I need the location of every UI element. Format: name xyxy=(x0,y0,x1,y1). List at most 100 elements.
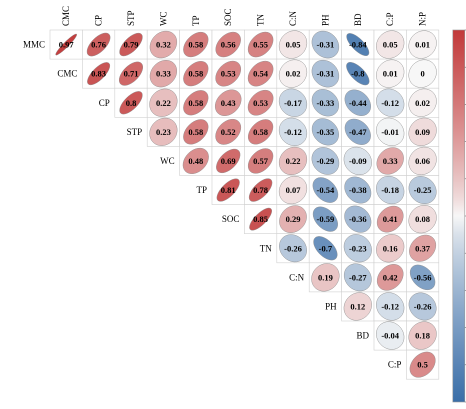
matrix-cell: 0.58 xyxy=(179,29,213,60)
matrix-cell: 0.12 xyxy=(341,291,375,322)
row-label: TN xyxy=(260,243,272,253)
correlation-value: 0.83 xyxy=(91,69,106,79)
correlation-value: 0.23 xyxy=(156,127,171,137)
correlation-value: 0.5 xyxy=(417,360,428,370)
correlation-value: 0.09 xyxy=(415,127,430,137)
matrix-cell: 0.02 xyxy=(406,87,440,118)
matrix-cell: 0.97 xyxy=(49,29,83,60)
column-label: CMC xyxy=(61,6,71,26)
correlation-ellipse xyxy=(183,31,209,58)
correlation-value: -0.23 xyxy=(349,243,367,253)
correlation-value: -0.17 xyxy=(284,98,302,108)
correlation-value: -0.38 xyxy=(349,185,367,195)
matrix-cell: 0.83 xyxy=(82,58,116,89)
correlation-ellipse xyxy=(343,292,372,321)
correlation-value: 0.58 xyxy=(188,69,203,79)
correlation-ellipse xyxy=(149,88,178,117)
matrix-cell: -0.09 xyxy=(341,146,375,176)
correlation-value: 0.54 xyxy=(253,69,269,79)
correlation-value: -0.18 xyxy=(381,185,399,195)
matrix-cell: 0 xyxy=(406,58,440,89)
correlation-value: -0.12 xyxy=(284,127,302,137)
matrix-cell: 0.58 xyxy=(179,58,213,89)
matrix-cell: 0.08 xyxy=(406,204,440,235)
correlation-value: 0.76 xyxy=(91,40,106,50)
correlation-value: -0.29 xyxy=(317,156,335,166)
correlation-ellipse xyxy=(247,60,274,87)
correlation-value: 0.02 xyxy=(286,69,301,79)
correlation-value: 0.52 xyxy=(221,127,236,137)
column-label: STP xyxy=(126,10,136,26)
matrix-cell: -0.8 xyxy=(341,58,375,89)
matrix-cell: -0.59 xyxy=(308,204,342,235)
correlation-ellipse xyxy=(183,119,209,145)
colorbar: 10.80.60.40.20-0.2-0.4-0.6-0.8-1 xyxy=(452,29,466,403)
correlation-ellipse xyxy=(87,62,111,86)
correlation-value: 0.69 xyxy=(221,156,236,166)
correlation-value: -0.25 xyxy=(414,185,432,195)
correlation-ellipse xyxy=(215,31,241,58)
correlation-value: 0.33 xyxy=(383,156,398,166)
row-label: MMC xyxy=(23,40,45,50)
correlation-ellipse xyxy=(279,205,307,233)
correlation-ellipse xyxy=(376,59,405,88)
correlation-ellipse xyxy=(312,206,338,232)
column-label: SOC xyxy=(223,8,233,26)
matrix-cell: 0.48 xyxy=(179,146,213,176)
correlation-value: 0.12 xyxy=(350,301,365,311)
correlation-value: -0.04 xyxy=(381,331,399,341)
correlation-value: 0.78 xyxy=(253,185,268,195)
matrix-cell: 0.56 xyxy=(211,29,245,60)
correlation-ellipse xyxy=(278,117,308,146)
correlation-ellipse xyxy=(376,321,405,350)
matrix-cell: 0.42 xyxy=(373,262,407,293)
correlation-ellipse xyxy=(376,234,405,263)
correlation-value: 0.57 xyxy=(253,156,269,166)
matrix-cell: -0.12 xyxy=(373,87,407,118)
matrix-cell: 0.41 xyxy=(373,204,407,235)
correlation-ellipse xyxy=(216,178,240,202)
correlation-ellipse xyxy=(376,292,405,321)
correlation-ellipse xyxy=(149,30,178,59)
correlation-ellipse xyxy=(409,234,437,262)
correlation-ellipse xyxy=(344,89,371,116)
matrix-cell: 0.78 xyxy=(244,175,278,205)
matrix-cell: 0.69 xyxy=(211,146,245,176)
matrix-cell: -0.26 xyxy=(406,291,440,322)
correlation-ellipse xyxy=(343,146,372,176)
matrix-cell: 0.71 xyxy=(114,58,148,89)
correlation-ellipse xyxy=(408,59,437,88)
correlation-value: -0.7 xyxy=(319,243,333,253)
correlation-ellipse xyxy=(346,33,370,56)
correlation-ellipse xyxy=(376,264,404,291)
matrix-cell: 0.01 xyxy=(373,58,407,89)
correlation-value: 0.56 xyxy=(221,40,236,50)
row-label: WC xyxy=(160,156,175,166)
matrix-cell: 0.09 xyxy=(406,117,440,147)
matrix-cell: -0.36 xyxy=(341,204,375,235)
correlation-ellipse xyxy=(214,89,242,116)
correlation-ellipse xyxy=(86,32,111,57)
matrix-cell: 0.23 xyxy=(146,117,180,147)
matrix-cell: 0.18 xyxy=(406,320,440,351)
correlation-value: -0.35 xyxy=(317,127,335,137)
correlation-ellipse xyxy=(55,33,77,56)
correlation-value: -0.36 xyxy=(349,214,367,224)
matrix-cell: -0.01 xyxy=(373,117,407,147)
correlation-value: 0.41 xyxy=(383,214,398,224)
row-label: PH xyxy=(325,301,337,311)
column-label: BD xyxy=(353,13,363,26)
correlation-ellipse xyxy=(344,176,372,204)
matrix-cell: -0.31 xyxy=(308,58,342,89)
row-label: CMC xyxy=(57,69,77,79)
correlation-ellipse xyxy=(149,117,178,146)
correlation-value: 0.08 xyxy=(415,214,430,224)
correlation-ellipse xyxy=(149,60,178,88)
correlation-ellipse xyxy=(344,118,371,145)
matrix-cell: 0.33 xyxy=(373,146,407,176)
column-label: TN xyxy=(256,14,266,26)
row-label: STP xyxy=(127,127,143,137)
correlation-value: -0.26 xyxy=(284,243,302,253)
correlation-ellipse xyxy=(279,234,307,263)
